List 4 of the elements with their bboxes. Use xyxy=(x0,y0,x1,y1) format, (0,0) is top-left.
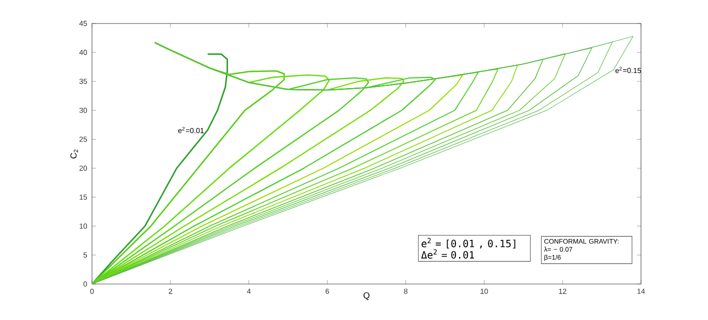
annotation: e$^{2}$ = [0.01 , 0.15] xyxy=(422,238,516,249)
annotation: Δe$^{2}$ = 0.01 xyxy=(421,249,474,259)
x-axis-title: Q xyxy=(364,292,370,300)
y-axis-title: C$_{2}$ xyxy=(70,150,78,158)
